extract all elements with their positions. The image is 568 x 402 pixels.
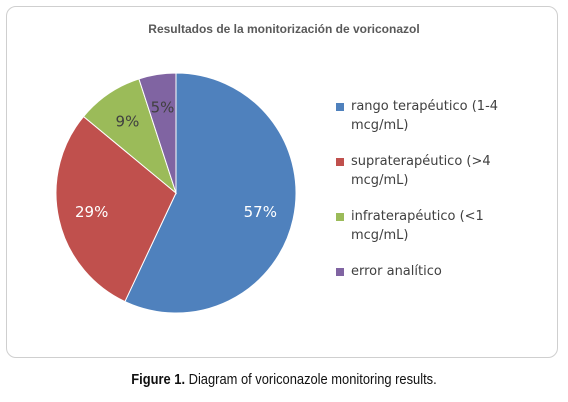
figure-caption: Figure 1. Diagram of voriconazole monito… [40, 371, 528, 388]
legend-swatch [336, 213, 344, 221]
pie-slice-error-analitico [138, 72, 177, 194]
legend-swatch [336, 103, 344, 111]
chart-title: Resultados de la monitorización de voric… [148, 22, 420, 36]
pie-slice-rango-terapeutico-1-4-mcg-ml [124, 72, 297, 314]
legend-item-rango-terapeutico-1-4-mcg-ml: rango terapéutico (1-4 mcg/mL) [336, 97, 551, 135]
pie-label-supraterapeutico-4-mcg-ml: 29% [75, 203, 108, 221]
legend-item-infraterapeutico-1-mcg-ml: infraterapéutico (<1 mcg/mL) [336, 207, 551, 245]
legend-label: error analítico [351, 264, 442, 279]
legend-label: mcg/mL) [351, 173, 409, 188]
legend-label: mcg/mL) [351, 228, 409, 243]
legend-label: infraterapéutico (<1 [351, 209, 484, 224]
legend-label: supraterapéutico (>4 [351, 154, 491, 169]
legend-swatch [336, 158, 344, 166]
pie-slice-supraterapeutico-4-mcg-ml [55, 115, 177, 303]
pie-label-infraterapeutico-1-mcg-ml: 9% [116, 113, 140, 131]
legend-swatch [336, 268, 344, 276]
legend-item-supraterapeutico-4-mcg-ml: supraterapéutico (>4 mcg/mL) [336, 152, 551, 190]
figure-caption-text: Diagram of voriconazole monitoring resul… [185, 371, 437, 388]
legend-label: rango terapéutico (1-4 [351, 99, 499, 114]
pie-label-error-analitico: 5% [151, 99, 175, 117]
pie-label-rango-terapeutico-1-4-mcg-ml: 57% [244, 203, 277, 221]
chart-legend: rango terapéutico (1-4 mcg/mL) supraterapé… [336, 97, 551, 281]
legend-item-error-analitico: error analítico [336, 262, 551, 281]
legend-label: mcg/mL) [351, 118, 409, 133]
figure-caption-label: Figure 1. [131, 371, 186, 388]
